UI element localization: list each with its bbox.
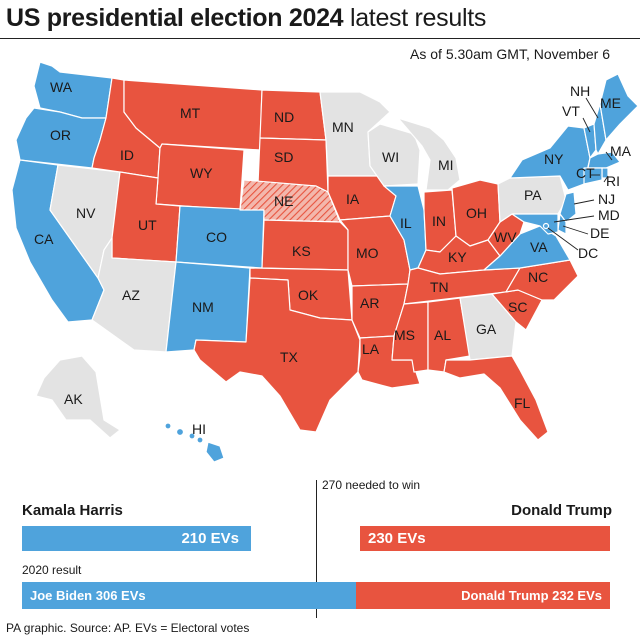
svg-text:UT: UT — [138, 217, 157, 233]
svg-text:GA: GA — [476, 321, 497, 337]
us-map: WA OR CA NV ID MT WY UT AZ CO NM ND SD N… — [11, 61, 639, 463]
state-DE — [557, 213, 567, 235]
svg-text:MO: MO — [356, 245, 379, 261]
svg-text:CA: CA — [34, 231, 54, 247]
svg-text:DC: DC — [578, 245, 598, 261]
svg-text:MA: MA — [610, 143, 632, 159]
state-MI — [397, 117, 461, 191]
svg-text:HI: HI — [192, 421, 206, 437]
svg-text:NC: NC — [528, 269, 548, 285]
state-labels: WA OR CA NV ID MT WY UT AZ CO NM ND SD N… — [34, 79, 632, 437]
svg-text:NH: NH — [570, 83, 590, 99]
trump-ev-bar: 230 EVs — [360, 526, 610, 551]
state-WI — [367, 123, 421, 187]
svg-text:WA: WA — [50, 79, 73, 95]
svg-text:PA: PA — [524, 187, 542, 203]
svg-text:OH: OH — [466, 205, 487, 221]
states-layer — [11, 61, 639, 463]
svg-text:MN: MN — [332, 119, 354, 135]
svg-text:NJ: NJ — [598, 191, 615, 207]
svg-text:WI: WI — [382, 149, 399, 165]
svg-text:ID: ID — [120, 147, 134, 163]
svg-text:SD: SD — [274, 149, 293, 165]
state-TX — [193, 277, 361, 433]
svg-text:CO: CO — [206, 229, 227, 245]
page-title: US presidential election 2024 latest res… — [6, 4, 487, 32]
svg-text:AR: AR — [360, 295, 379, 311]
svg-text:WV: WV — [494, 229, 517, 245]
state-FL — [443, 355, 549, 441]
title-rule — [0, 38, 640, 39]
svg-text:ME: ME — [600, 95, 621, 111]
svg-text:AL: AL — [434, 327, 451, 343]
svg-text:OK: OK — [298, 287, 319, 303]
svg-text:DE: DE — [590, 225, 609, 241]
svg-text:OR: OR — [50, 127, 71, 143]
svg-text:NY: NY — [544, 151, 564, 167]
state-GA — [459, 293, 517, 361]
svg-text:SC: SC — [508, 299, 527, 315]
state-DC — [542, 222, 550, 230]
needed-to-win-label: 270 needed to win — [322, 478, 421, 492]
svg-text:IL: IL — [400, 215, 412, 231]
harris-name: Kamala Harris — [22, 502, 123, 519]
state-AK — [35, 355, 121, 439]
source-footnote: PA graphic. Source: AP. EVs = Electoral … — [6, 621, 250, 635]
svg-text:AK: AK — [64, 391, 83, 407]
state-CT — [583, 167, 603, 185]
state-ME — [599, 73, 639, 141]
svg-text:MD: MD — [598, 207, 620, 223]
svg-text:TX: TX — [280, 349, 299, 365]
svg-text:IA: IA — [346, 191, 360, 207]
svg-text:NE: NE — [274, 193, 293, 209]
biden-2020-label: Joe Biden 306 EVs — [30, 588, 146, 603]
svg-text:MS: MS — [394, 327, 415, 343]
trump-name: Donald Trump — [511, 502, 612, 519]
svg-text:MT: MT — [180, 105, 201, 121]
svg-text:VA: VA — [530, 239, 548, 255]
as-of-timestamp: As of 5.30am GMT, November 6 — [410, 46, 610, 62]
biden-2020-bar: Joe Biden 306 EVs — [22, 582, 356, 609]
svg-text:LA: LA — [362, 341, 380, 357]
harris-ev-bar: 210 EVs — [22, 526, 251, 551]
svg-text:KY: KY — [448, 249, 467, 265]
svg-text:KS: KS — [292, 243, 311, 259]
svg-text:FL: FL — [514, 395, 531, 411]
svg-text:NV: NV — [76, 205, 96, 221]
trump-2020-bar: Donald Trump 232 EVs — [356, 582, 610, 609]
svg-text:MI: MI — [438, 157, 454, 173]
svg-text:NM: NM — [192, 299, 214, 315]
majority-line — [316, 480, 317, 618]
trump-ev-label: 230 EVs — [368, 530, 426, 547]
state-HI — [164, 422, 225, 463]
previous-result-title: 2020 result — [22, 563, 82, 577]
state-NJ — [559, 191, 577, 223]
svg-text:CT: CT — [576, 165, 595, 181]
svg-text:VT: VT — [562, 103, 580, 119]
svg-text:TN: TN — [430, 279, 449, 295]
svg-text:ND: ND — [274, 109, 294, 125]
harris-ev-label: 210 EVs — [181, 530, 239, 547]
leader-lines — [547, 97, 613, 251]
svg-text:RI: RI — [606, 173, 620, 189]
svg-text:IN: IN — [432, 213, 446, 229]
trump-2020-label: Donald Trump 232 EVs — [461, 588, 602, 603]
svg-text:AZ: AZ — [122, 287, 140, 303]
svg-text:WY: WY — [190, 165, 213, 181]
